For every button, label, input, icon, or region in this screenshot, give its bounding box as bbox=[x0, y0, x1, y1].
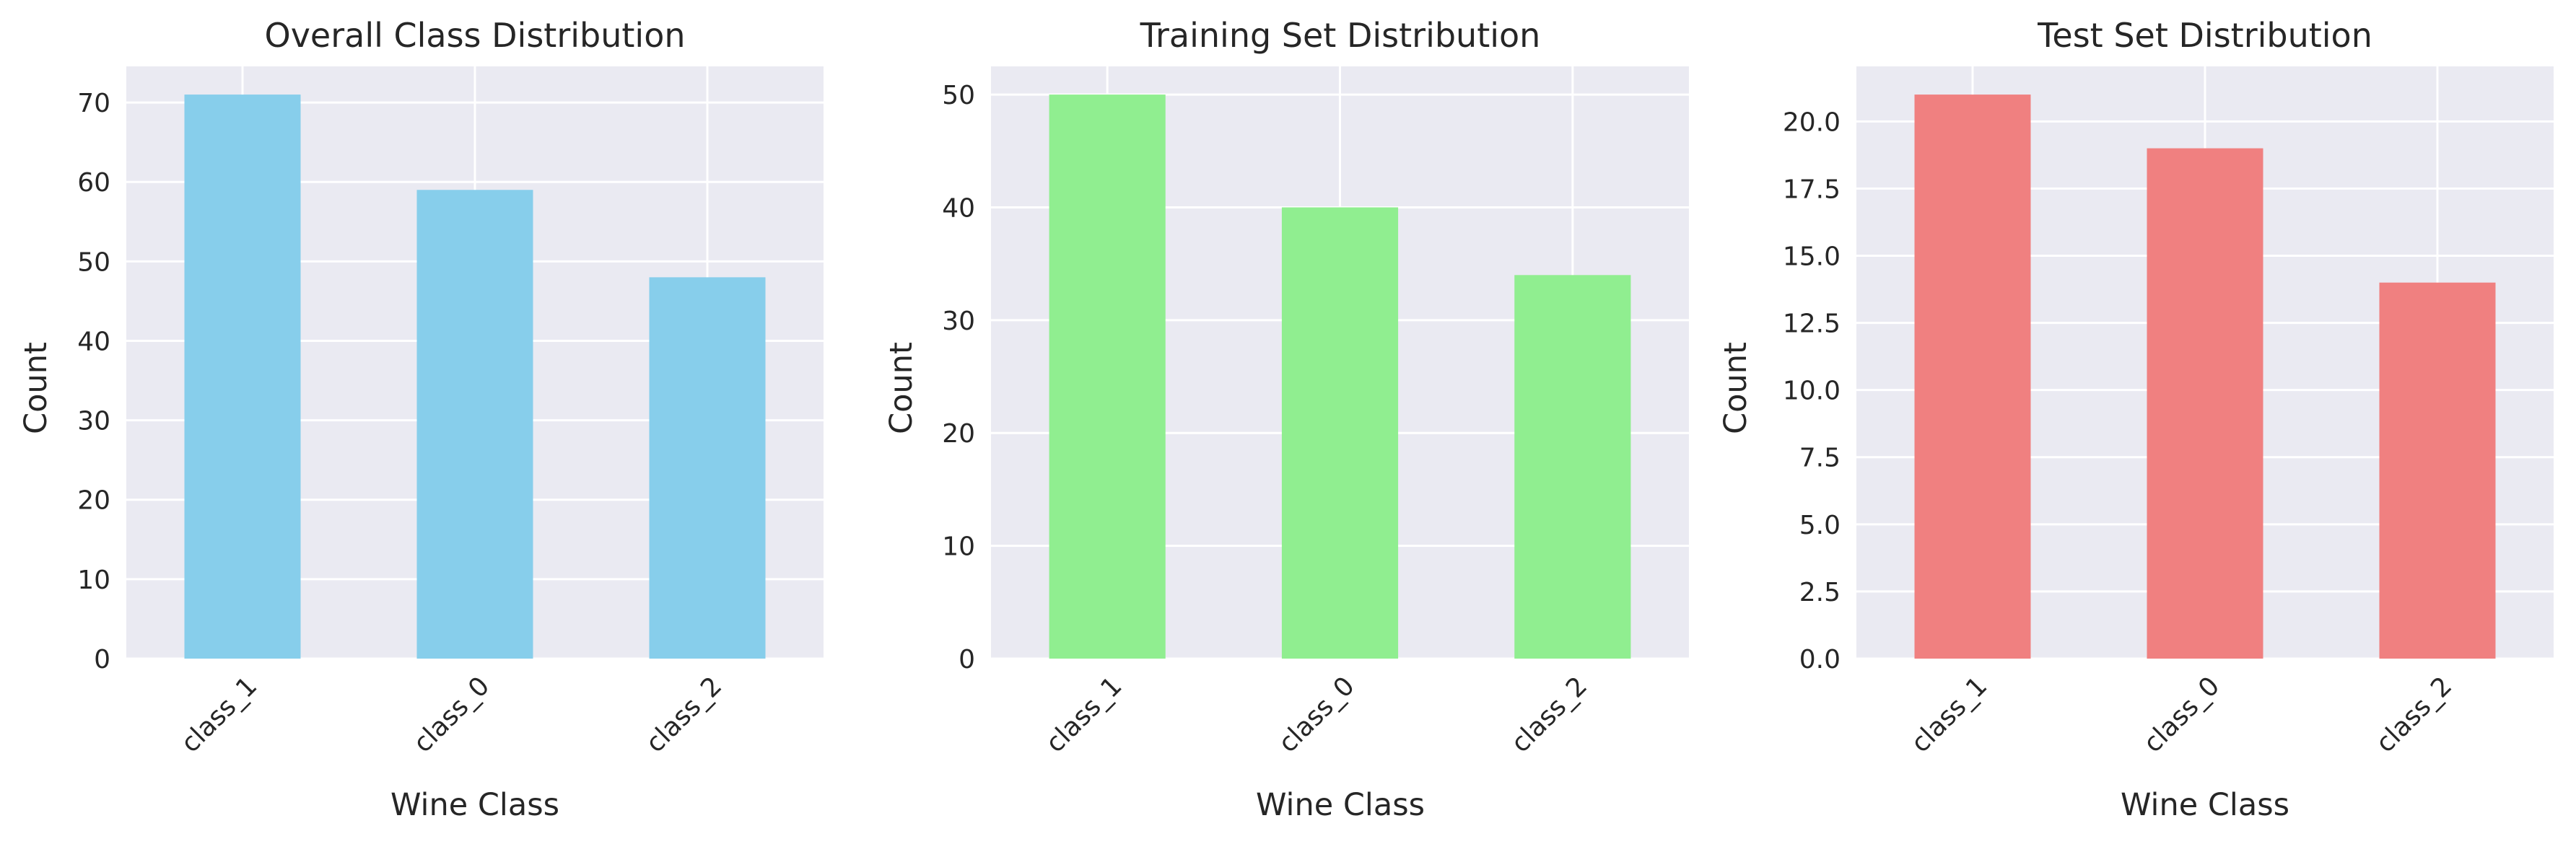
y-tick-label: 10 bbox=[942, 532, 975, 562]
bar-class_2 bbox=[1514, 275, 1631, 659]
chart-title: Training Set Distribution bbox=[1140, 16, 1541, 55]
y-tick-label: 30 bbox=[942, 307, 975, 336]
y-tick-label: 2.5 bbox=[1799, 578, 1841, 607]
chart-title: Overall Class Distribution bbox=[264, 16, 685, 55]
y-tick-label: 50 bbox=[77, 247, 110, 277]
y-tick-label: 50 bbox=[942, 81, 975, 110]
y-tick-label: 0 bbox=[94, 645, 110, 674]
bar-class_2 bbox=[649, 277, 766, 659]
x-axis-label: Wine Class bbox=[2121, 787, 2289, 823]
y-tick-label: 60 bbox=[77, 168, 110, 198]
x-axis-label: Wine Class bbox=[390, 787, 559, 823]
y-tick-label: 30 bbox=[77, 407, 110, 436]
y-tick-label: 40 bbox=[77, 327, 110, 356]
chart-title: Test Set Distribution bbox=[2037, 16, 2372, 55]
bar-class_0 bbox=[2147, 148, 2263, 659]
bar-class_1 bbox=[1049, 94, 1166, 659]
y-tick-label: 20 bbox=[942, 419, 975, 449]
y-tick-label: 5.0 bbox=[1799, 511, 1841, 540]
y-tick-label: 0.0 bbox=[1799, 645, 1841, 674]
y-tick-label: 17.5 bbox=[1783, 175, 1841, 204]
y-tick-label: 10 bbox=[77, 566, 110, 595]
y-tick-label: 20.0 bbox=[1783, 107, 1841, 137]
y-tick-label: 70 bbox=[77, 89, 110, 118]
y-axis-label: Count bbox=[18, 342, 54, 434]
bar-class_0 bbox=[416, 190, 533, 659]
bar-class_1 bbox=[1914, 94, 2031, 659]
y-tick-label: 12.5 bbox=[1783, 309, 1841, 339]
y-tick-label: 15.0 bbox=[1783, 242, 1841, 271]
chart-overall: Overall Class Distribution Wine Class Co… bbox=[18, 16, 824, 823]
y-tick-label: 7.5 bbox=[1799, 444, 1841, 473]
bar-class_0 bbox=[1281, 207, 1399, 659]
bar-class_2 bbox=[2379, 282, 2496, 659]
x-axis-label: Wine Class bbox=[1256, 787, 1425, 823]
y-tick-label: 20 bbox=[77, 486, 110, 516]
y-tick-label: 40 bbox=[942, 193, 975, 223]
y-tick-label: 0 bbox=[959, 645, 975, 674]
bar-class_1 bbox=[184, 94, 301, 659]
y-tick-label: 10.0 bbox=[1783, 377, 1841, 406]
y-axis-label: Count bbox=[1718, 342, 1754, 434]
chart-test: Test Set Distribution Wine Class Count 0… bbox=[1718, 16, 2554, 823]
y-axis-label: Count bbox=[883, 342, 920, 434]
